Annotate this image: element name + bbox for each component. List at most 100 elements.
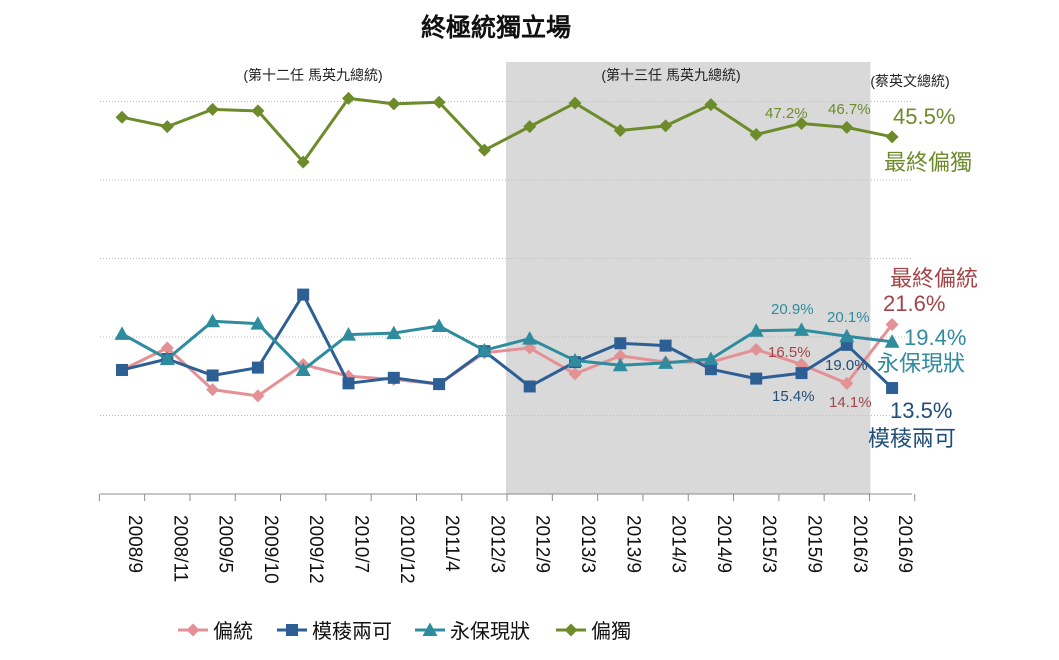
end-series-name: 永保現狀 <box>877 352 965 377</box>
data-point <box>750 372 763 385</box>
x-axis <box>98 493 916 501</box>
data-point <box>522 331 538 345</box>
series-group <box>114 91 900 403</box>
data-point <box>885 317 899 331</box>
data-point <box>115 110 129 124</box>
data-point <box>205 313 221 328</box>
data-label: 19.0% <box>825 357 868 374</box>
x-tick-label: 2016/9 <box>894 515 915 573</box>
data-point <box>387 371 400 384</box>
legend-label: 永保現狀 <box>450 619 530 643</box>
data-point <box>295 362 311 376</box>
series-line <box>121 293 894 390</box>
legend-label: 偏獨 <box>591 619 631 643</box>
series-line <box>121 323 894 398</box>
data-point <box>840 120 854 134</box>
x-tick-label: 2013/9 <box>622 515 643 573</box>
end-value-label: 19.4% <box>904 325 966 350</box>
data-point <box>749 127 763 141</box>
series-永保現狀 <box>114 313 900 376</box>
data-point <box>567 353 583 367</box>
data-point <box>432 95 446 109</box>
data-point <box>523 380 536 393</box>
data-point <box>116 363 128 376</box>
series-line <box>121 319 893 372</box>
period-label-tsai: (蔡英文總統) <box>870 73 949 89</box>
data-label: 14.1% <box>829 394 872 411</box>
data-point <box>251 104 265 118</box>
data-point <box>186 623 200 637</box>
data-point <box>476 342 492 357</box>
data-point <box>794 322 809 336</box>
data-point <box>286 624 298 636</box>
data-point <box>568 367 582 381</box>
end-value-label: 13.5% <box>890 398 952 423</box>
x-tick-label: 2010/12 <box>396 515 417 584</box>
end-value-label: 45.5% <box>893 104 955 129</box>
end-series-name: 模稜兩可 <box>868 427 956 452</box>
data-point <box>342 377 355 390</box>
legend-item: 模稜兩可 <box>277 619 392 643</box>
x-tick-label: 2008/11 <box>169 515 190 582</box>
data-point <box>206 383 220 397</box>
legend-item: 偏統 <box>178 619 253 643</box>
end-series-name: 最終偏統 <box>890 267 978 292</box>
data-label: 20.9% <box>771 301 814 318</box>
x-tick-label: 2009/10 <box>260 515 281 584</box>
x-tick-label: 2012/9 <box>532 515 553 573</box>
x-tick-label: 2016/3 <box>849 515 870 573</box>
data-point <box>658 355 674 369</box>
x-tick-label: 2008/9 <box>124 515 145 573</box>
legend-label: 模稜兩可 <box>312 619 392 643</box>
data-point <box>885 130 899 144</box>
data-point <box>206 369 219 382</box>
data-point <box>523 120 537 134</box>
data-label: 46.7% <box>828 101 871 118</box>
data-point <box>297 288 310 301</box>
x-tick-label: 2009/5 <box>215 515 236 573</box>
x-tick-label: 2010/7 <box>351 515 372 573</box>
data-point <box>659 119 673 133</box>
data-point <box>612 357 628 372</box>
x-tick-label: 2014/9 <box>713 515 734 573</box>
data-point <box>704 363 717 376</box>
data-point <box>704 98 718 112</box>
data-point <box>795 116 808 130</box>
data-point <box>386 325 402 340</box>
data-point <box>613 124 627 138</box>
data-point <box>433 378 446 391</box>
data-point <box>839 328 855 343</box>
x-tick-label: 2009/12 <box>305 515 326 584</box>
end-value-label: 21.6% <box>883 291 945 316</box>
data-point <box>703 351 719 365</box>
x-tick-label: 2015/3 <box>758 515 779 573</box>
data-point <box>160 120 174 134</box>
data-point <box>431 318 447 333</box>
x-tick-label: 2015/9 <box>804 515 825 573</box>
data-point <box>748 323 764 337</box>
period-label-13th-term: (第十三任 馬英九總統) <box>601 67 740 83</box>
shaded-period-area <box>506 62 871 494</box>
legend-item: 偏獨 <box>556 619 631 643</box>
x-tick-label: 2012/3 <box>486 515 507 573</box>
series-偏獨 <box>115 91 899 169</box>
data-point <box>160 341 174 355</box>
data-label: 16.5% <box>768 344 811 361</box>
data-point <box>342 91 355 105</box>
data-point <box>659 339 672 352</box>
data-point <box>749 343 763 357</box>
data-point <box>250 316 266 330</box>
data-point <box>387 97 401 111</box>
data-label: 20.1% <box>827 309 870 326</box>
data-point <box>840 376 854 390</box>
x-tick-label: 2011/4 <box>441 515 462 572</box>
x-tick-label: 2013/3 <box>577 515 598 573</box>
data-point <box>614 337 627 350</box>
data-point <box>884 334 900 348</box>
period-label-12th-term: (第十二任 馬英九總統) <box>243 67 382 83</box>
data-point <box>251 389 265 403</box>
data-point <box>886 382 899 395</box>
x-tick-label: 2014/3 <box>668 515 689 573</box>
data-label: 47.2% <box>765 105 808 122</box>
